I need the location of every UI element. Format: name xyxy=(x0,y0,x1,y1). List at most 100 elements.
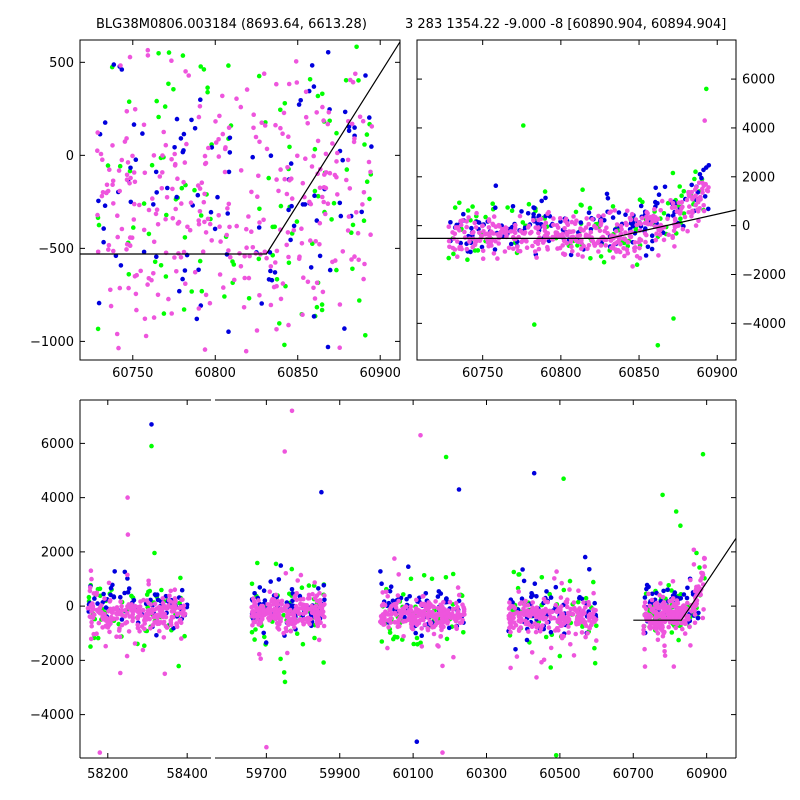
data-point-pink xyxy=(667,620,673,625)
data-point-pink xyxy=(311,153,317,159)
data-point-pink xyxy=(449,611,455,616)
data-point-pink xyxy=(102,613,107,618)
data-point-blue xyxy=(548,629,554,635)
data-point-pink xyxy=(581,600,586,605)
data-point-pink xyxy=(652,206,657,212)
data-point-pink xyxy=(701,203,706,208)
data-point-pink xyxy=(660,633,666,639)
data-point-pink xyxy=(477,230,482,235)
data-point-pink xyxy=(430,609,435,615)
data-point-pink xyxy=(380,612,386,617)
data-point-blue xyxy=(322,597,327,603)
data-point-pink xyxy=(257,651,262,657)
data-point-pink xyxy=(515,610,520,615)
data-point-pink xyxy=(522,231,527,236)
data-point-pink xyxy=(385,594,391,599)
data-point-blue xyxy=(630,224,636,229)
data-point-pink xyxy=(440,663,445,669)
data-point-pink xyxy=(439,627,444,633)
data-point-pink xyxy=(701,555,707,561)
data-point-pink xyxy=(254,194,260,199)
data-point-blue xyxy=(646,584,651,590)
data-point-pink xyxy=(455,585,461,590)
data-point-pink xyxy=(267,617,272,623)
data-point-green xyxy=(278,203,284,209)
data-point-green xyxy=(379,639,385,644)
data-point-pink xyxy=(278,167,283,172)
data-point-pink xyxy=(515,248,521,254)
data-point-pink xyxy=(317,242,322,247)
data-point-pink xyxy=(178,254,184,260)
data-point-pink xyxy=(433,599,438,604)
data-point-pink xyxy=(119,622,125,628)
data-point-blue xyxy=(226,169,232,175)
data-point-pink xyxy=(414,597,419,603)
data-point-green xyxy=(343,78,349,83)
data-point-blue xyxy=(128,199,134,205)
data-point-pink xyxy=(164,606,169,611)
data-point-blue xyxy=(520,567,525,572)
data-point-pink xyxy=(452,247,458,252)
data-point-pink xyxy=(261,613,267,618)
data-point-blue xyxy=(192,126,198,131)
data-point-blue xyxy=(706,206,711,212)
data-point-pink xyxy=(150,623,156,628)
data-point-pink xyxy=(540,614,545,619)
data-point-pink xyxy=(206,145,211,151)
data-point-pink xyxy=(472,220,478,226)
data-point-pink xyxy=(662,653,668,658)
data-point-pink xyxy=(665,216,670,222)
data-point-pink xyxy=(671,664,677,669)
data-point-pink xyxy=(658,581,663,586)
data-point-pink xyxy=(403,604,409,610)
data-point-pink xyxy=(213,140,219,145)
data-point-blue xyxy=(321,583,327,588)
data-point-pink xyxy=(637,245,642,251)
data-point-pink xyxy=(278,296,284,302)
data-point-blue xyxy=(649,246,655,252)
data-point-green xyxy=(354,44,359,50)
data-point-blue xyxy=(534,594,539,599)
data-point-pink xyxy=(286,617,292,622)
data-point-pink xyxy=(98,151,104,157)
data-point-pink xyxy=(272,615,278,620)
data-point-pink xyxy=(387,607,393,613)
data-point-pink xyxy=(572,221,578,226)
data-point-pink xyxy=(431,604,437,610)
data-point-outlier xyxy=(702,118,707,123)
data-point-pink xyxy=(583,634,588,640)
data-point-green xyxy=(363,333,368,338)
data-point-blue xyxy=(259,301,265,306)
data-point-pink xyxy=(566,624,571,629)
data-point-pink xyxy=(175,612,180,617)
data-point-pink xyxy=(117,188,122,194)
data-point-pink xyxy=(90,601,95,606)
data-point-pink xyxy=(181,249,187,255)
data-point-green xyxy=(262,634,267,640)
data-point-pink xyxy=(658,208,663,213)
data-point-blue xyxy=(521,578,527,584)
data-point-outlier xyxy=(289,408,295,414)
data-point-outlier xyxy=(149,443,154,449)
data-point-pink xyxy=(530,605,535,610)
data-point-pink xyxy=(150,196,155,201)
data-point-pink xyxy=(619,227,624,232)
data-point-pink xyxy=(315,138,321,144)
data-point-green xyxy=(350,222,356,228)
data-point-pink xyxy=(502,249,508,254)
data-point-blue xyxy=(577,595,582,601)
data-point-green xyxy=(579,203,584,208)
data-point-pink xyxy=(699,575,704,581)
data-point-pink xyxy=(246,275,252,281)
data-point-green xyxy=(126,99,132,104)
data-point-green xyxy=(226,63,231,68)
data-point-pink xyxy=(178,617,183,622)
data-point-green xyxy=(179,185,185,191)
points-season xyxy=(417,86,736,348)
data-point-pink xyxy=(133,291,139,297)
data-point-pink xyxy=(127,181,132,186)
data-point-pink xyxy=(302,603,307,609)
data-point-pink xyxy=(525,225,531,230)
data-point-pink xyxy=(142,316,148,322)
